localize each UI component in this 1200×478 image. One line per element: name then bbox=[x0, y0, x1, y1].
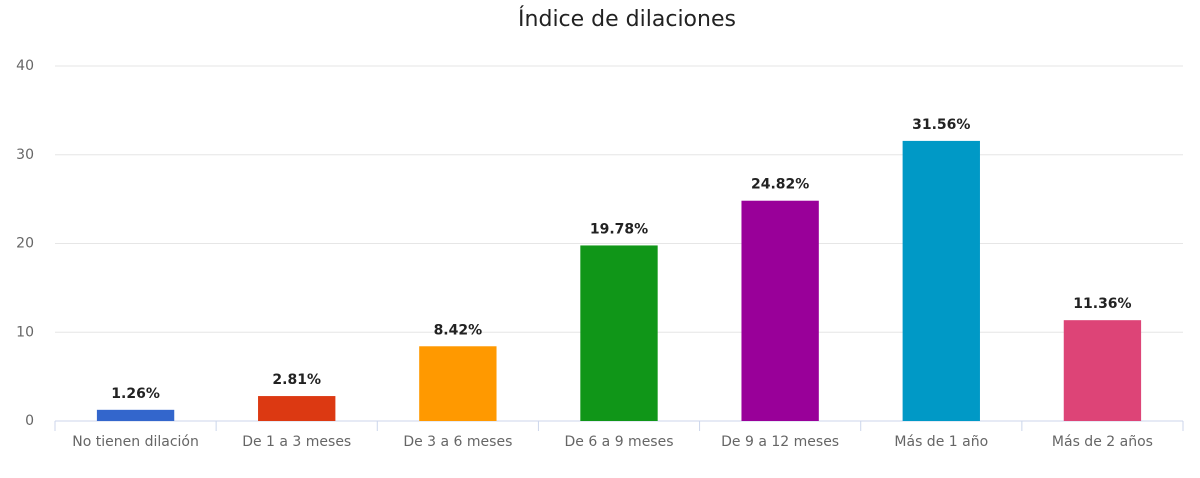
value-label: 11.36% bbox=[1073, 296, 1131, 312]
bar bbox=[1063, 320, 1142, 421]
y-tick-label: 20 bbox=[16, 236, 34, 252]
x-tick-label: Más de 1 año bbox=[894, 434, 988, 450]
x-tick-label: Más de 2 años bbox=[1052, 434, 1153, 450]
value-label: 31.56% bbox=[912, 117, 970, 133]
x-tick-label: No tienen dilación bbox=[72, 434, 199, 450]
value-label: 2.81% bbox=[272, 372, 321, 388]
bar bbox=[419, 346, 497, 421]
bar bbox=[741, 200, 819, 421]
bar bbox=[258, 396, 336, 421]
chart-title: Índice de dilaciones bbox=[518, 6, 736, 32]
bar bbox=[580, 245, 658, 421]
y-tick-label: 30 bbox=[16, 147, 34, 163]
x-tick-label: De 9 a 12 meses bbox=[721, 434, 839, 450]
y-tick-label: 10 bbox=[16, 324, 34, 340]
value-label: 8.42% bbox=[434, 322, 483, 338]
x-tick-label: De 3 a 6 meses bbox=[403, 434, 512, 450]
y-tick-label: 40 bbox=[16, 58, 34, 74]
bar bbox=[96, 409, 175, 421]
bar bbox=[902, 140, 980, 421]
value-label: 24.82% bbox=[751, 177, 809, 193]
y-tick-label: 0 bbox=[25, 413, 34, 429]
value-label: 19.78% bbox=[590, 221, 648, 237]
x-tick-label: De 1 a 3 meses bbox=[242, 434, 351, 450]
x-tick-label: De 6 a 9 meses bbox=[564, 434, 673, 450]
value-label: 1.26% bbox=[111, 386, 160, 402]
